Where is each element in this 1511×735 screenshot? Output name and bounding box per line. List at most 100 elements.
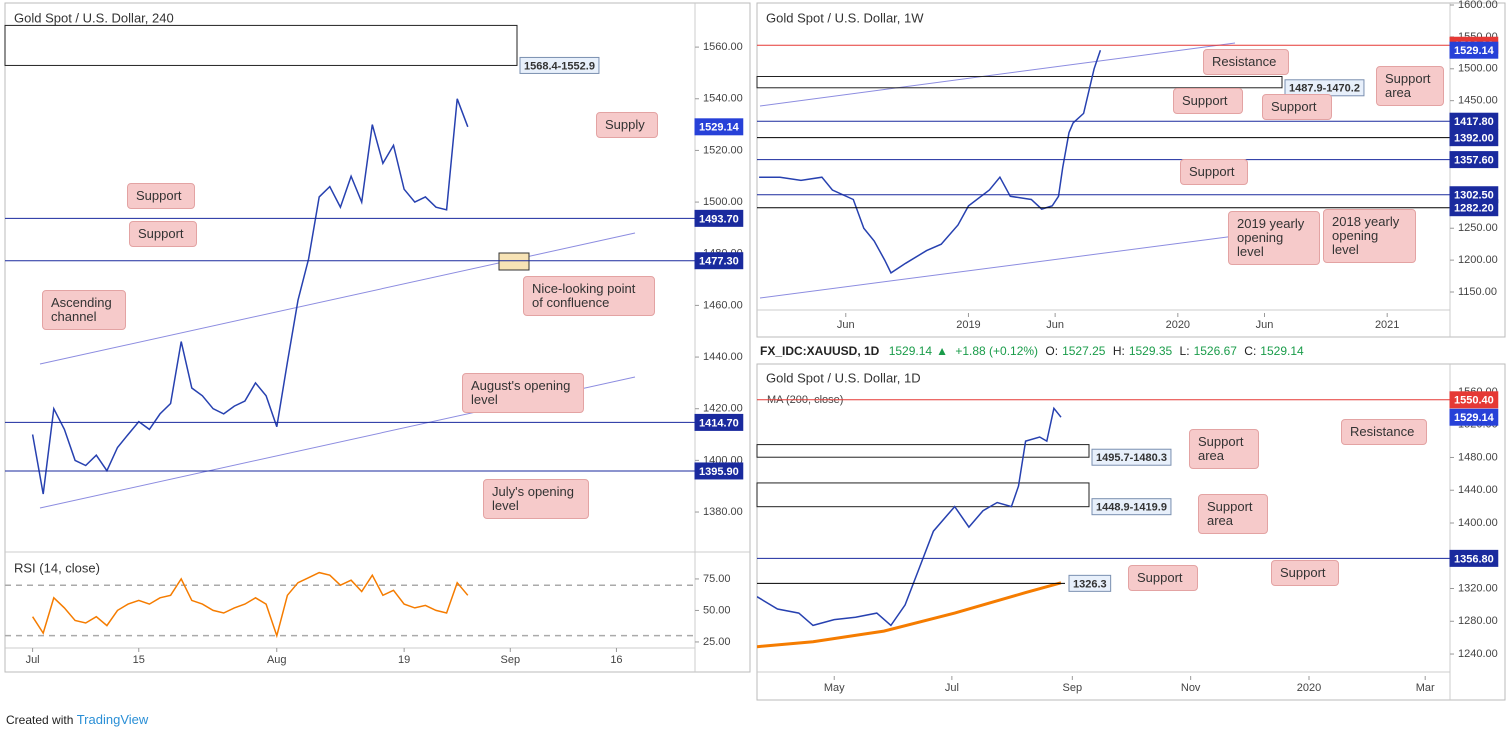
ohlc-value: 1529.14 [1260,344,1304,358]
y-tick-label: 1560.00 [703,41,743,53]
zone [756,482,1090,508]
callout: August's opening level [462,373,584,413]
x-tick-label: 2019 [956,319,980,331]
chart-title: RSI (14, close) [14,560,100,575]
y-tick-label: 1400.00 [1458,517,1498,529]
ohlc-value: 1527.25 [1062,344,1106,358]
y-tick-label: 1320.00 [1458,582,1498,594]
zone-label-box [1091,498,1172,516]
ohlc-label: H: [1112,344,1125,358]
footer: Created with TradingView [6,712,148,727]
y-tick-label: 1500.00 [1458,63,1498,75]
y-tick-label: 1450.00 [1458,95,1498,107]
series-group [31,98,469,495]
y-tick-label: 50.00 [703,604,731,616]
level-label: 1395.90 [699,466,739,478]
level-label-box [1449,391,1499,409]
level-label: 1357.60 [1454,155,1494,167]
symbol: FX_IDC:XAUUSD, 1D [760,344,880,358]
callout: Support [1271,560,1339,586]
callout: Support area [1376,66,1444,106]
y-tick-label: 1420.00 [703,403,743,415]
level-label-box [1449,199,1499,217]
callout: Supply [596,112,658,138]
y-tick-label: 1480.00 [1458,451,1498,463]
x-tick-label: Jul [945,682,959,694]
callout: Support [1262,94,1332,120]
series-group [757,406,1062,649]
y-tick-label: 1460.00 [703,299,743,311]
series-group [31,571,469,639]
x-tick-label: 2020 [1297,682,1321,694]
level-label: 1414.70 [699,417,739,429]
x-tick-label: 2020 [1166,319,1190,331]
callout: Resistance [1203,49,1289,75]
callout: Support area [1198,494,1268,534]
x-tick-label: Sep [1063,682,1083,694]
y-tick-label: 1280.00 [1458,615,1498,627]
last-price-label: 1529.14 [1454,412,1495,424]
level-label-box [1068,574,1112,592]
callout: 2018 yearly opening level [1323,209,1416,263]
zone-label: 1448.9-1419.9 [1096,502,1167,514]
chart-title: Gold Spot / U.S. Dollar, 240 [14,10,174,25]
x-tick-label: Jul [26,654,40,666]
last-price-label-box [1449,41,1499,59]
x-tick-label: 19 [398,654,410,666]
callout: Ascending channel [42,290,126,330]
x-tick-label: Jun [1256,319,1274,331]
price-line [31,571,469,639]
up-arrow: ▲ [936,344,948,358]
level-label-box [1449,549,1499,567]
x-tick-label: 16 [610,654,622,666]
price-line [31,98,469,495]
panel-frame [756,363,1506,701]
zone-label: 1487.9-1470.2 [1289,83,1360,95]
x-tick-label: Jun [1046,319,1064,331]
zone-label: 1568.4-1552.9 [524,60,595,72]
last-price-label: 1529.14 [1454,45,1495,57]
zone [4,24,518,66]
callout: 2019 yearly opening level [1228,211,1320,265]
y-tick-label: 1440.00 [703,351,743,363]
brand[interactable]: TradingView [76,712,149,727]
level-label-box [1449,129,1499,147]
chart-panel: 1150.001200.001250.001300.001350.001400.… [756,0,1499,331]
last-price-label: 1529.14 [699,122,740,134]
x-tick-label: Aug [267,654,287,666]
y-tick-label: 1500.00 [703,196,743,208]
level-label-box [1449,151,1499,169]
level-label: 1493.70 [699,213,739,225]
level-label-box [694,252,744,270]
zone-label-box [519,56,600,74]
level-label: 1477.30 [699,256,739,268]
y-tick-label: 1380.00 [703,506,743,518]
trend-line [759,235,1236,299]
price-line [757,581,1062,649]
level-label: 1392.00 [1454,133,1494,145]
callout: Resistance [1341,419,1427,445]
level-label: 1282.20 [1454,203,1494,215]
zone-label: 1495.7-1480.3 [1096,452,1167,464]
ohlc-value: 1529.35 [1128,344,1173,358]
chart-panel: 25.00 50.00 75.00 RSI (14, close) [5,560,731,648]
x-tick-label: 2021 [1375,319,1399,331]
callout: Support [129,221,197,247]
price-line [757,406,1062,627]
y-tick-label: 1200.00 [1458,254,1498,266]
x-tick-label: Mar [1416,682,1435,694]
chart-title: Gold Spot / U.S. Dollar, 1W [766,10,924,25]
level-label: 1417.80 [1454,116,1494,128]
zone [756,444,1090,458]
y-tick-label: 1520.00 [703,144,743,156]
y-tick-label: 1250.00 [1458,222,1498,234]
ohlc-label: O: [1045,344,1059,358]
last-price-label-box [1449,408,1499,426]
x-tick-label: May [824,682,845,694]
price: 1529.14 [888,344,933,358]
y-tick-label: 75.00 [703,573,731,585]
credit: Created with [6,713,74,727]
change: +1.88 (+0.12%) [955,344,1039,358]
trend-line [759,42,1236,107]
callout: Nice-looking point of confluence [523,276,655,316]
